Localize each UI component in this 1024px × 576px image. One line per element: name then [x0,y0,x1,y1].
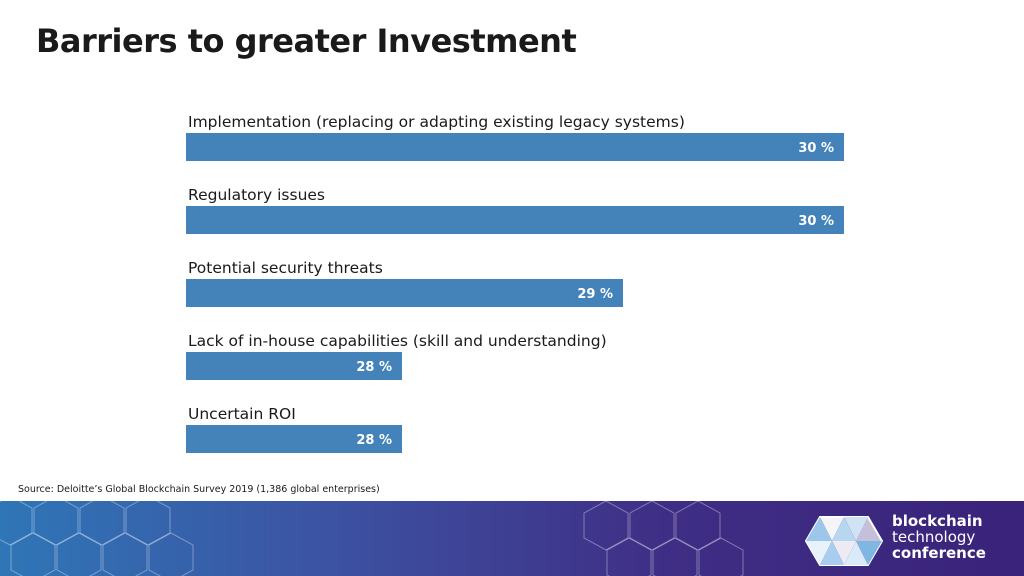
slide-title: Barriers to greater Investment [36,22,577,60]
category-label: Potential security threats [188,259,383,277]
hexagon-pattern [0,501,744,576]
category-label: Implementation (replacing or adapting ex… [188,113,685,131]
logo-wordmark: blockchain technology conference [892,513,986,561]
source-note: Source: Deloitte’s Global Blockchain Sur… [18,484,380,495]
footer-band: blockchain technology conference [0,501,1024,576]
conference-logo: blockchain technology conference [804,511,994,569]
bar-value-label: 30 % [798,141,834,156]
bar [186,352,402,380]
bar-value-label: 28 % [356,433,392,448]
bar [186,133,844,161]
bar [186,425,402,453]
category-label: Uncertain ROI [188,405,296,423]
bar-chart: Implementation (replacing or adapting ex… [186,113,844,453]
blockchain-hexagon-logo-icon [804,516,884,566]
logo-line-3: conference [892,544,986,562]
bar-value-label: 30 % [798,214,834,229]
bar-value-label: 28 % [356,360,392,375]
logo-line-2: technology [892,528,976,546]
bar [186,206,844,234]
bar-value-label: 29 % [577,287,613,302]
category-label: Lack of in-house capabilities (skill and… [188,332,607,350]
category-label: Regulatory issues [188,186,325,204]
logo-line-1: blockchain [892,512,983,530]
bar [186,279,623,307]
